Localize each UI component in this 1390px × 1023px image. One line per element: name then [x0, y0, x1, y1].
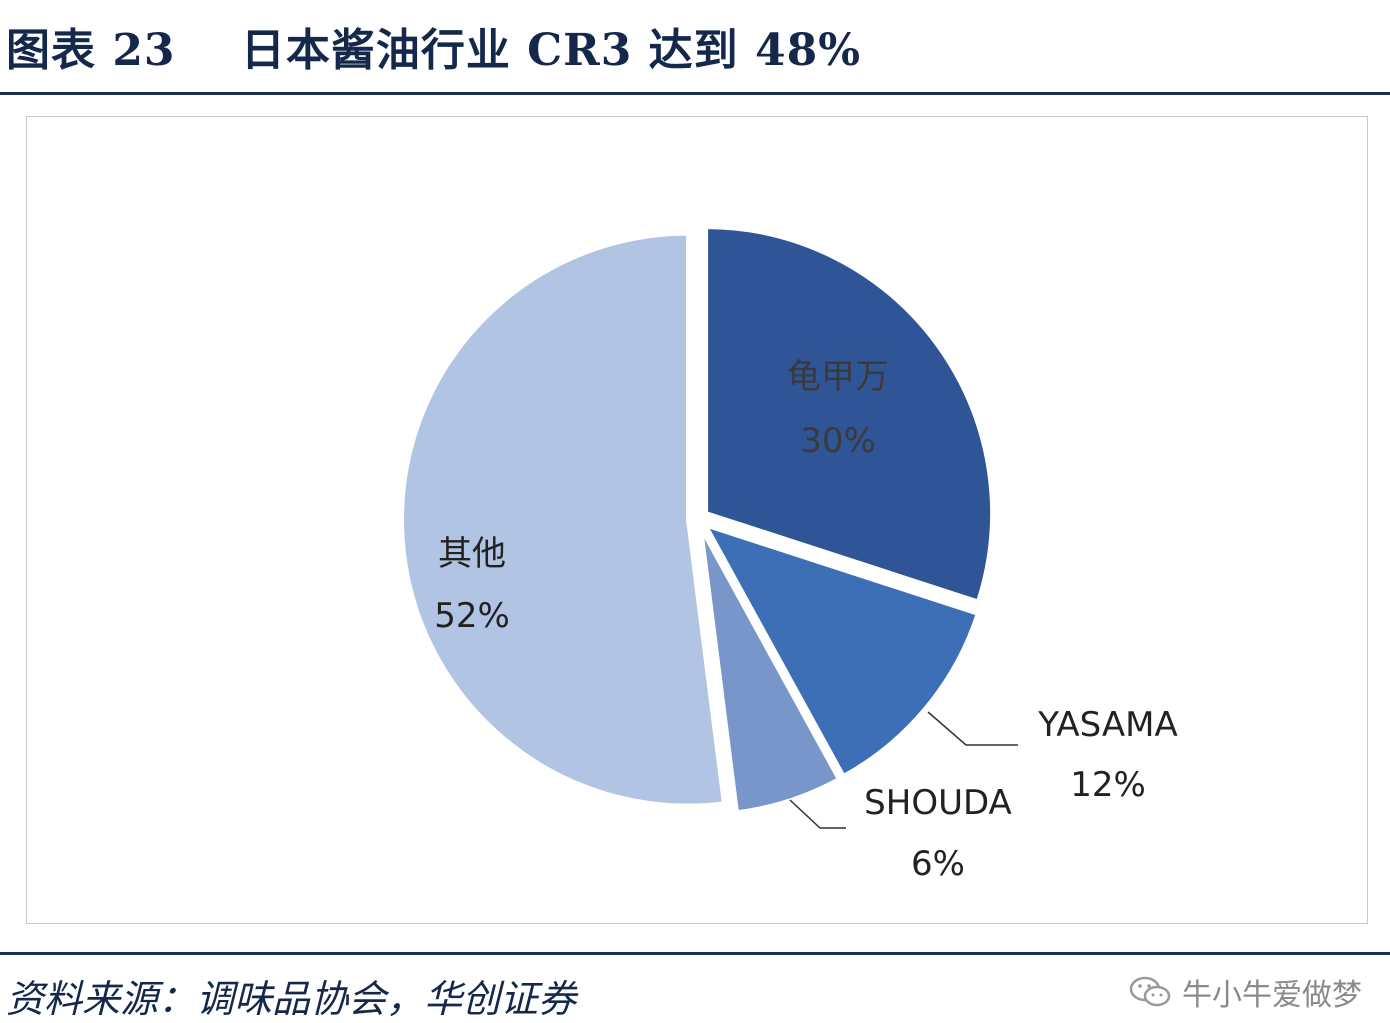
pie-slice-1 — [701, 521, 981, 779]
pie-slice-0 — [704, 225, 995, 605]
slice-name-label-2: SHOUDA — [864, 783, 1012, 823]
slice-name-label-3: 其他 — [438, 534, 506, 574]
slice-value-label-3: 52% — [434, 596, 510, 636]
slice-name-label-1: YASAMA — [1037, 705, 1177, 745]
slice-name-label-0: 龟甲万 — [787, 357, 889, 397]
leader-line-1 — [927, 711, 1018, 746]
slice-value-label-0: 30% — [800, 421, 876, 461]
slice-value-label-1: 12% — [1070, 765, 1146, 805]
slice-value-label-2: 6% — [911, 844, 965, 884]
pie-slice-3 — [400, 231, 727, 808]
watermark-text: 牛小牛爱做梦 — [1182, 978, 1362, 1013]
pie-slice-2 — [699, 527, 842, 815]
watermark: 牛小牛爱做梦 — [1128, 970, 1362, 1014]
leader-line-2 — [789, 799, 846, 829]
wechat-icon — [1129, 976, 1171, 1007]
bottom-rule — [0, 952, 1390, 955]
top-rule — [0, 92, 1390, 95]
source-note: 资料来源：调味品协会，华创证券 — [6, 977, 577, 1021]
figure-title: 图表 23 日本酱油行业 CR3 达到 48% — [6, 25, 862, 76]
